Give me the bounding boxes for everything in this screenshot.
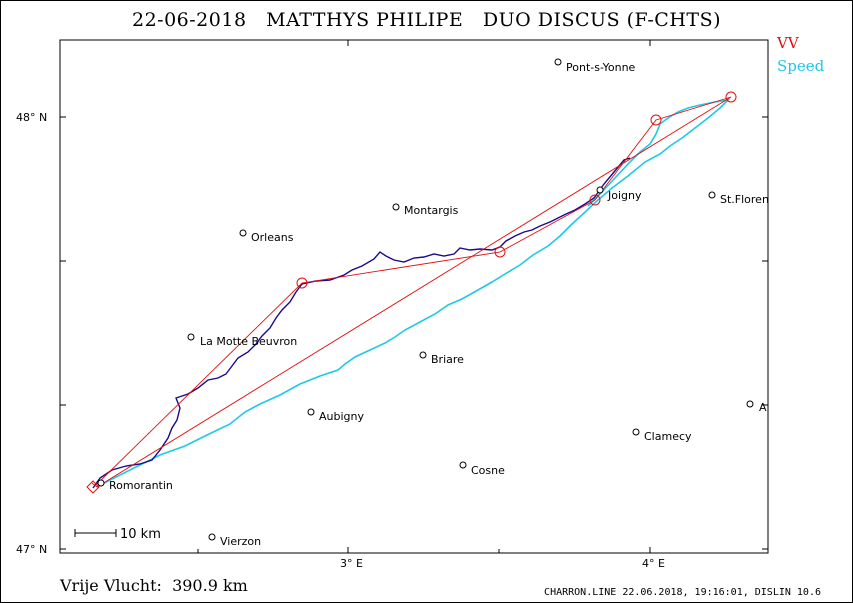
scale-bar-label: 10 km: [120, 527, 161, 542]
plot-area: [59, 39, 769, 554]
town-label: St.Floren: [720, 193, 769, 206]
town-label: Montargis: [404, 204, 459, 217]
town-label: Aubigny: [319, 410, 364, 423]
town-marker: [419, 351, 427, 359]
town-label: Romorantin: [109, 479, 173, 492]
town-label: A: [759, 401, 767, 414]
town-markers: [97, 58, 754, 541]
legend-speed: Speed: [777, 57, 825, 75]
town-marker: [632, 428, 640, 436]
footer-credit: CHARRON.LINE 22.06.2018, 19:16:01, DISLI…: [544, 587, 821, 598]
town-marker: [97, 479, 105, 487]
town-marker: [596, 186, 604, 194]
town-label: La Motte Beuvron: [200, 335, 297, 348]
task-line: [91, 96, 732, 488]
start-marker: [86, 480, 100, 494]
turnpoint-1: [296, 277, 308, 289]
town-marker: [187, 333, 195, 341]
town-label: Joigny: [607, 189, 642, 202]
turnpoint-3: [589, 194, 601, 206]
flight-track: [92, 157, 631, 489]
turnpoint-2: [494, 246, 506, 258]
town-label: Clamecy: [644, 430, 692, 443]
speed-track: [96, 98, 731, 488]
axis-ticks: [60, 40, 768, 553]
town-marker: [208, 533, 216, 541]
town-label: Cosne: [471, 464, 505, 477]
town-label: Orleans: [251, 231, 294, 244]
town-marker: [746, 400, 754, 408]
town-marker: [459, 461, 467, 469]
town-marker: [307, 408, 315, 416]
lon-label-4: 4° E: [642, 557, 665, 570]
legend-vv: VV: [777, 34, 799, 52]
turnpoint-4: [650, 114, 662, 126]
town-marker: [708, 191, 716, 199]
lat-label-48: 48° N: [16, 111, 47, 124]
page-title: 22-06-2018 MATTHYS PHILIPE DUO DISCUS (F…: [131, 9, 722, 31]
distance-summary: Vrije Vlucht: 390.9 km: [60, 576, 248, 595]
town-label: Vierzon: [220, 535, 261, 548]
scale-bar: [74, 529, 117, 537]
turnpoints: [86, 91, 737, 494]
town-label: Pont-s-Yonne: [566, 61, 636, 74]
town-marker: [392, 203, 400, 211]
town-label: Briare: [431, 353, 464, 366]
town-marker: [554, 58, 562, 66]
turnpoint-5: [725, 91, 737, 103]
town-marker: [239, 229, 247, 237]
lat-label-47: 47° N: [16, 543, 47, 556]
lon-label-3: 3° E: [340, 557, 363, 570]
